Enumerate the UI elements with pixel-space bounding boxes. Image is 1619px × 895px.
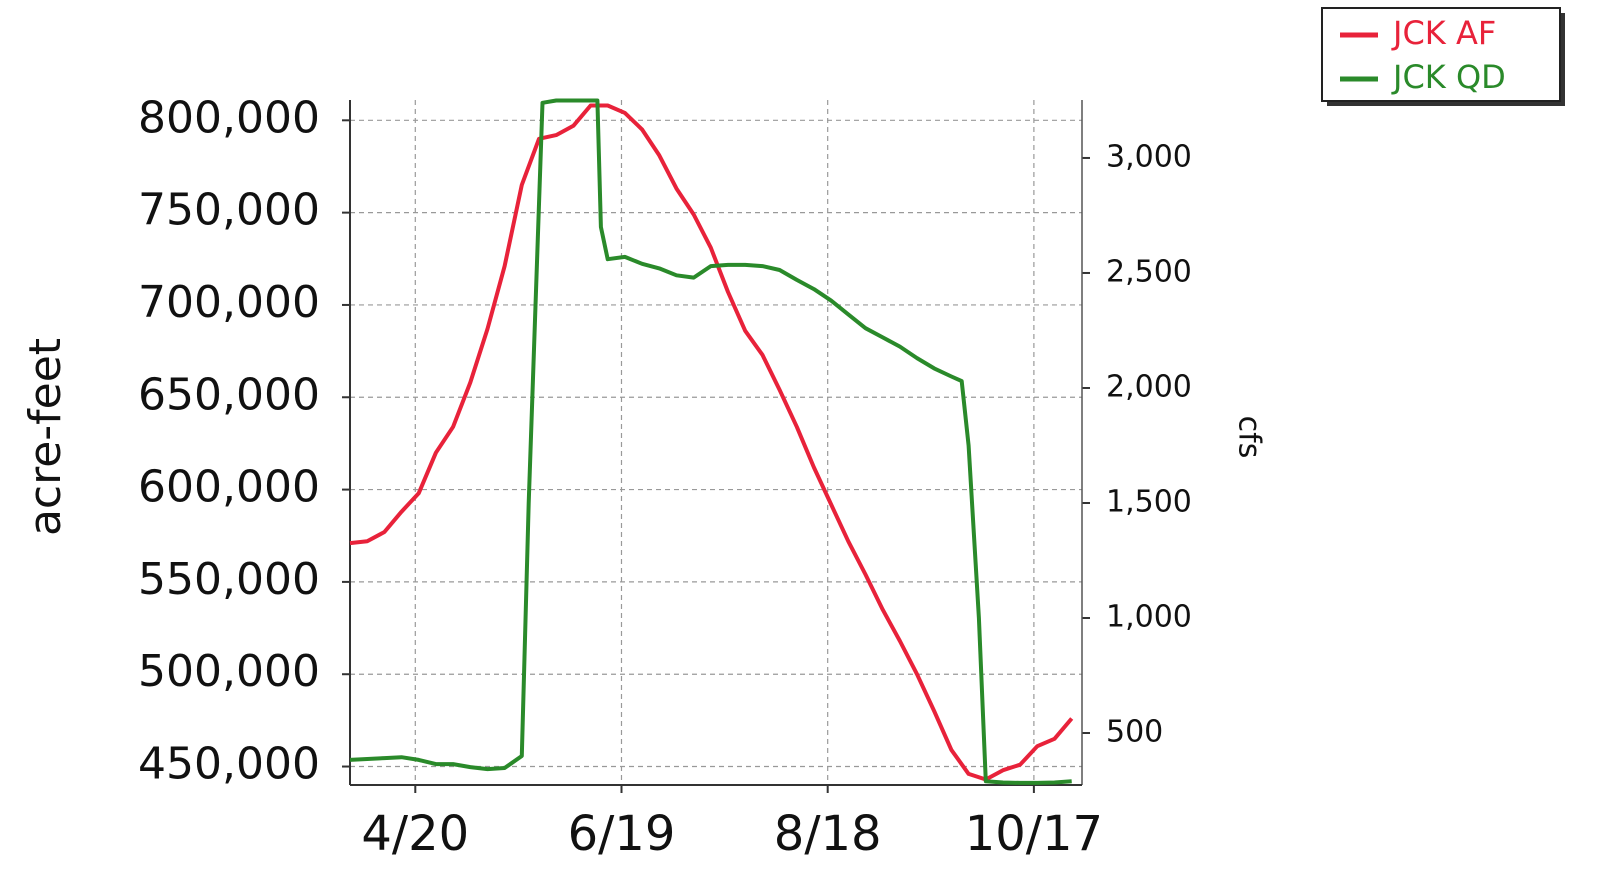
x-tick-label: 6/19 — [568, 806, 676, 862]
legend-label: JCK QD — [1391, 58, 1506, 96]
y2-tick-label: 2,500 — [1106, 254, 1192, 289]
y-tick-label: 750,000 — [138, 185, 320, 236]
line-series — [349, 103, 1074, 782]
x-tick-label: 4/20 — [361, 806, 469, 862]
x-tick-label: 8/18 — [774, 806, 882, 862]
y2-tick-label: 500 — [1106, 715, 1163, 750]
y-tick-label: 800,000 — [138, 92, 320, 143]
line-series — [349, 98, 1072, 785]
y-tick-label: 650,000 — [138, 369, 320, 420]
y-tick-label: 550,000 — [138, 554, 320, 605]
y2-tick-label: 1,000 — [1106, 600, 1192, 635]
legend-label: JCK AF — [1391, 14, 1496, 52]
y2-tick-label: 2,000 — [1106, 369, 1192, 404]
y2-axis-label: cfs — [1232, 416, 1267, 459]
x-tick-label: 10/17 — [965, 806, 1103, 862]
y-tick-label: 700,000 — [138, 277, 320, 328]
y-axis-label: acre-feet — [20, 338, 71, 536]
legend — [1321, 7, 1561, 102]
y-tick-label: 500,000 — [138, 646, 320, 697]
y-tick-label: 600,000 — [138, 462, 320, 513]
y2-tick-label: 3,000 — [1106, 139, 1192, 174]
y-tick-label: 450,000 — [138, 739, 320, 790]
y2-tick-label: 1,500 — [1106, 484, 1192, 519]
